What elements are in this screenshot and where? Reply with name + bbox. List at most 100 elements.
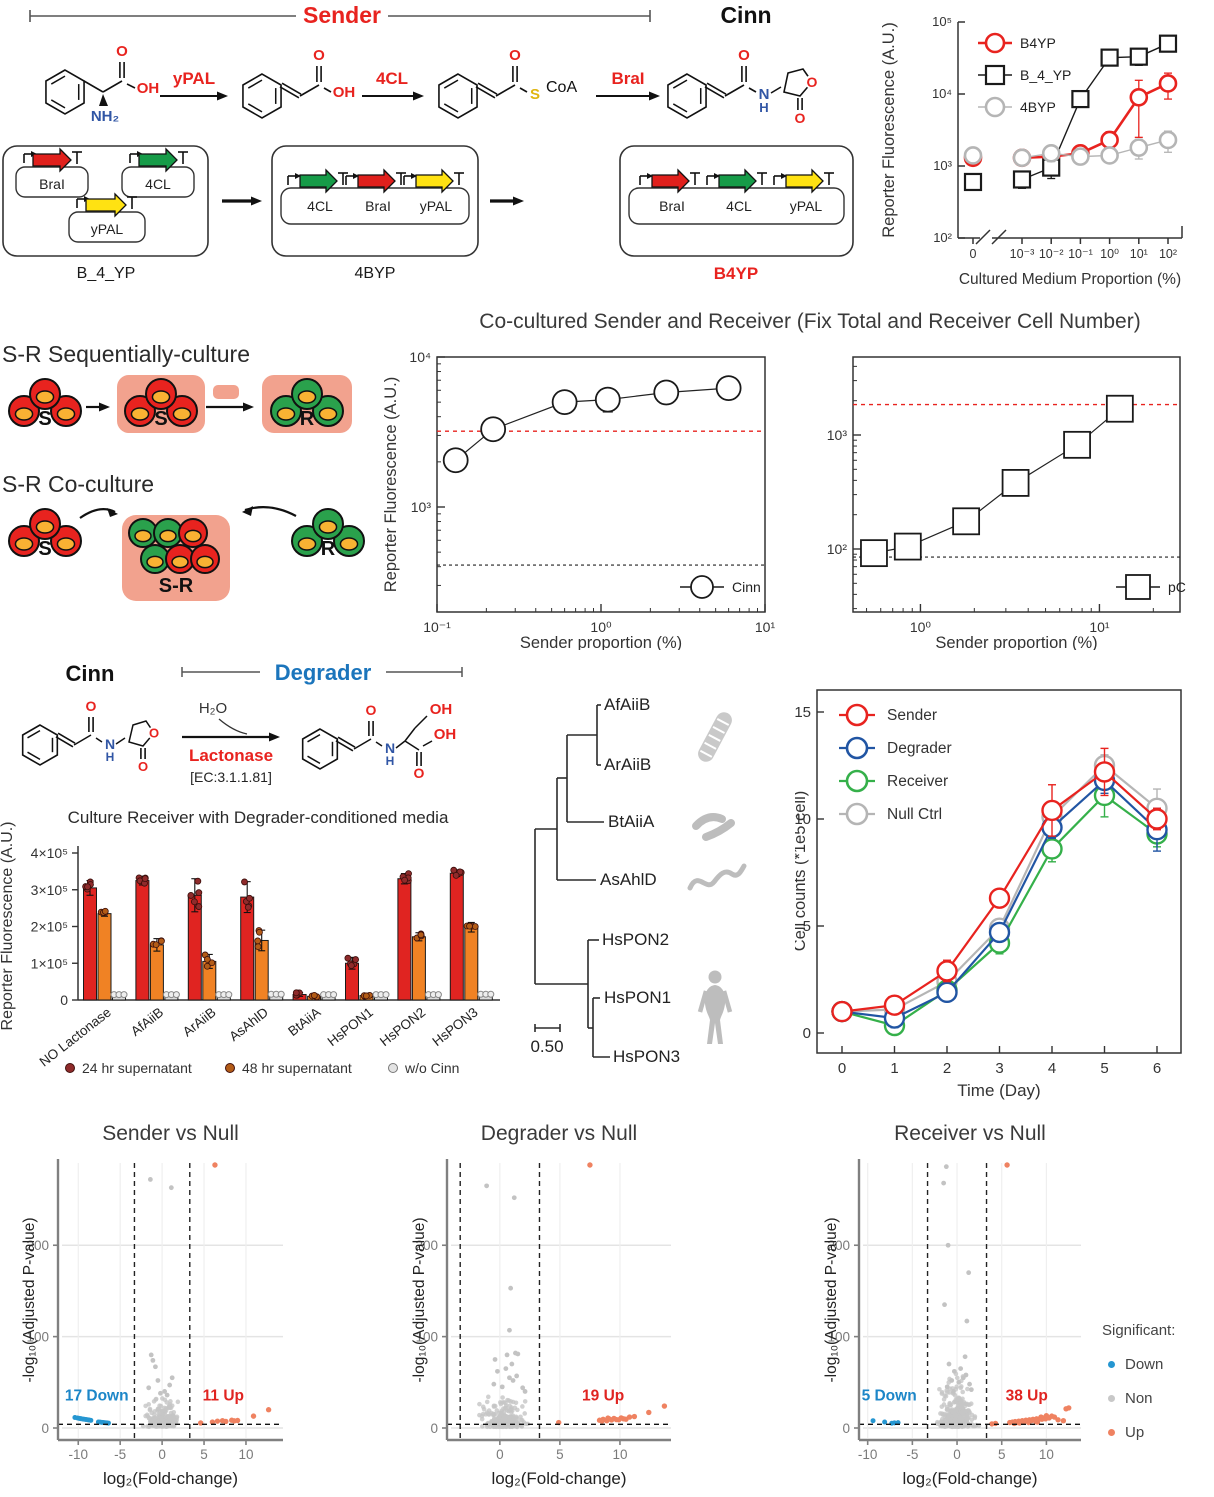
svg-text:Reporter Fluorescence (A.U.): Reporter Fluorescence (A.U.) <box>0 822 16 1031</box>
series-B_4_YP <box>963 34 1178 192</box>
svg-text:10⁵: 10⁵ <box>932 14 952 29</box>
significance-legend-title: Significant: <box>1102 1322 1176 1339</box>
down-dot-icon <box>1108 1361 1115 1368</box>
medium-legend: B4YP B_4_YP 4BYP <box>978 32 1071 118</box>
svg-text:10: 10 <box>795 811 811 828</box>
svg-text:Cinn: Cinn <box>720 2 771 28</box>
bar-group-AsAhlD <box>240 878 285 1001</box>
svg-text:-log₁₀(Adjusted P-value): -log₁₀(Adjusted P-value) <box>411 1217 428 1382</box>
svg-text:10³: 10³ <box>827 427 848 443</box>
svg-text:Reporter Fluorescence (A.U.): Reporter Fluorescence (A.U.) <box>880 22 898 238</box>
svg-text:AfAiiB: AfAiiB <box>128 1005 166 1039</box>
svg-text:H: H <box>759 100 768 115</box>
plasmids: BraI 4CL yPAL B_4_YP 4CL BraI yPAL 4BYP BraI 4CL y… <box>2 145 854 283</box>
svg-text:Time (Day): Time (Day) <box>957 1081 1040 1100</box>
legend-item-label: Down <box>1125 1356 1164 1373</box>
svg-text:10⁻¹: 10⁻¹ <box>1068 247 1093 261</box>
svg-text:10¹: 10¹ <box>1130 247 1148 261</box>
legend-item-down: Down <box>1102 1356 1214 1373</box>
growth-legend: Sender Degrader Receiver Null Ctrl <box>839 703 952 826</box>
svg-text:10²: 10² <box>827 541 848 557</box>
svg-text:w/o Cinn: w/o Cinn <box>404 1060 459 1076</box>
svg-text:N: N <box>385 740 395 756</box>
culture-scheme-diagram: S-R Sequentially-culture S S R S-R Co-cultur… <box>2 341 365 601</box>
medium-chart: 10² 10³ 10⁴ 10⁵ 0 10⁻³ 10⁻² 10⁻¹ 10⁰ 10¹ 10² Report… <box>880 14 1183 288</box>
svg-text:ArAiiB: ArAiiB <box>180 1005 219 1040</box>
svg-text:10²: 10² <box>1159 247 1177 261</box>
legend-item-non: Non <box>1102 1390 1214 1407</box>
svg-text:Cultured Medium Proportion (%): Cultured Medium Proportion (%) <box>959 271 1181 288</box>
svg-text:N: N <box>105 736 115 752</box>
human-icon <box>697 970 733 1044</box>
svg-text:OH: OH <box>430 701 453 718</box>
svg-text:HsPON2: HsPON2 <box>602 930 669 949</box>
svg-text:S-R Sequentially-culture: S-R Sequentially-culture <box>2 341 250 367</box>
legend-item-label: Up <box>1125 1424 1145 1441</box>
legend-item-label: Non <box>1125 1390 1153 1407</box>
up-points <box>989 1162 1072 1427</box>
bar-group-AfAiiB <box>135 874 180 1001</box>
svg-text:Cinn: Cinn <box>732 579 761 595</box>
volcano-degrader-chart: Degrader vs Null 19 Up 0 100 200 0 5 10 log₂(Fol… <box>411 1122 671 1488</box>
svg-text:O: O <box>807 74 818 90</box>
coculture-cinn: 10⁻¹ 10⁰ 10¹ 10³ 10⁴ Cinn Sender proportion (%… <box>382 349 775 650</box>
bar-group-HsPON1 <box>344 954 390 1001</box>
svg-text:Degrader: Degrader <box>887 740 952 757</box>
bar-group-HsPON3 <box>449 866 495 1001</box>
svg-text:5: 5 <box>556 1447 564 1462</box>
svg-text:Cinn: Cinn <box>66 661 115 686</box>
svg-text:-10: -10 <box>858 1447 878 1462</box>
svg-text:4×10⁵: 4×10⁵ <box>31 845 68 861</box>
svg-text:Lactonase: Lactonase <box>189 746 273 765</box>
svg-text:S: S <box>154 408 167 430</box>
svg-text:pC: pC <box>1168 579 1186 595</box>
svg-text:NH₂: NH₂ <box>91 108 119 125</box>
cell-growth-chart: 0 5 10 15 0 1 2 3 4 5 6 Cell counts (*1e5 cell) Time… <box>795 689 1182 1100</box>
svg-text:200: 200 <box>415 1238 438 1253</box>
svg-text:HsPON1: HsPON1 <box>325 1005 376 1050</box>
svg-text:0: 0 <box>970 247 977 261</box>
svg-text:Sender: Sender <box>303 2 381 28</box>
svg-text:10⁰: 10⁰ <box>910 619 932 635</box>
volcano-sender-chart: Sender vs Null 17 Down 11 Up 0 100 200 -10 -5 0 5… <box>21 1122 283 1488</box>
svg-text:CoA: CoA <box>546 79 577 96</box>
bar-group-ArAiiB <box>187 877 233 1001</box>
svg-text:log₂(Fold-change): log₂(Fold-change) <box>103 1469 238 1488</box>
svg-text:yPAL: yPAL <box>91 221 124 237</box>
svg-text:0: 0 <box>158 1447 166 1462</box>
svg-text:HsPON2: HsPON2 <box>377 1005 428 1050</box>
svg-text:O: O <box>509 47 521 64</box>
svg-text:15: 15 <box>795 704 811 721</box>
svg-text:yPAL: yPAL <box>173 69 215 88</box>
rod-bacterium-icon <box>698 712 732 762</box>
svg-text:0: 0 <box>41 1421 49 1436</box>
svg-text:4BYP: 4BYP <box>1020 99 1056 115</box>
volcano-receiver-chart: Receiver vs Null 5 Down 38 Up 0 100 200 -10 -5 0… <box>823 1122 1081 1488</box>
svg-text:10¹: 10¹ <box>1089 619 1110 635</box>
svg-text:17 Down: 17 Down <box>65 1388 129 1405</box>
svg-text:R: R <box>321 538 336 560</box>
pathway: Sender Cinn O OH NH₂ yPAL O OH 4CL O S CoA BraI O NH O O <box>29 2 819 126</box>
growth-chart: 0 5 10 15 0 1 2 3 4 5 6 Cell counts (*1e5 cell) Time… <box>795 689 1182 1100</box>
up-dot-icon <box>1108 1429 1115 1436</box>
svg-text:200: 200 <box>26 1238 49 1253</box>
svg-text:AsAhlD: AsAhlD <box>226 1004 271 1044</box>
sender-pathway-diagram: Sender Cinn O OH NH₂ yPAL O OH 4CL O S CoA BraI O NH O O <box>29 2 819 126</box>
svg-text:H: H <box>106 750 115 764</box>
svg-text:O: O <box>795 110 806 126</box>
svg-text:Sender proportion (%): Sender proportion (%) <box>520 634 682 650</box>
svg-text:0: 0 <box>842 1421 850 1436</box>
svg-text:0: 0 <box>496 1447 504 1462</box>
coculture-pc-legend: pC <box>1116 574 1186 600</box>
svg-text:AfAiiB: AfAiiB <box>604 695 650 714</box>
svg-text:yPAL: yPAL <box>790 198 823 214</box>
volcano-degrader: Degrader vs Null 19 Up 0 100 200 0 5 10 log₂(Fol… <box>411 1122 671 1488</box>
svg-text:1×10⁵: 1×10⁵ <box>31 955 68 971</box>
legend-item-up: Up <box>1102 1424 1214 1441</box>
svg-text:24 hr supernatant: 24 hr supernatant <box>82 1060 192 1076</box>
svg-text:1: 1 <box>890 1060 898 1077</box>
culture-schemes: S-R Sequentially-culture S S R S-R Co-cultur… <box>2 341 365 601</box>
svg-text:yPAL: yPAL <box>420 198 453 214</box>
svg-text:200: 200 <box>827 1238 850 1253</box>
